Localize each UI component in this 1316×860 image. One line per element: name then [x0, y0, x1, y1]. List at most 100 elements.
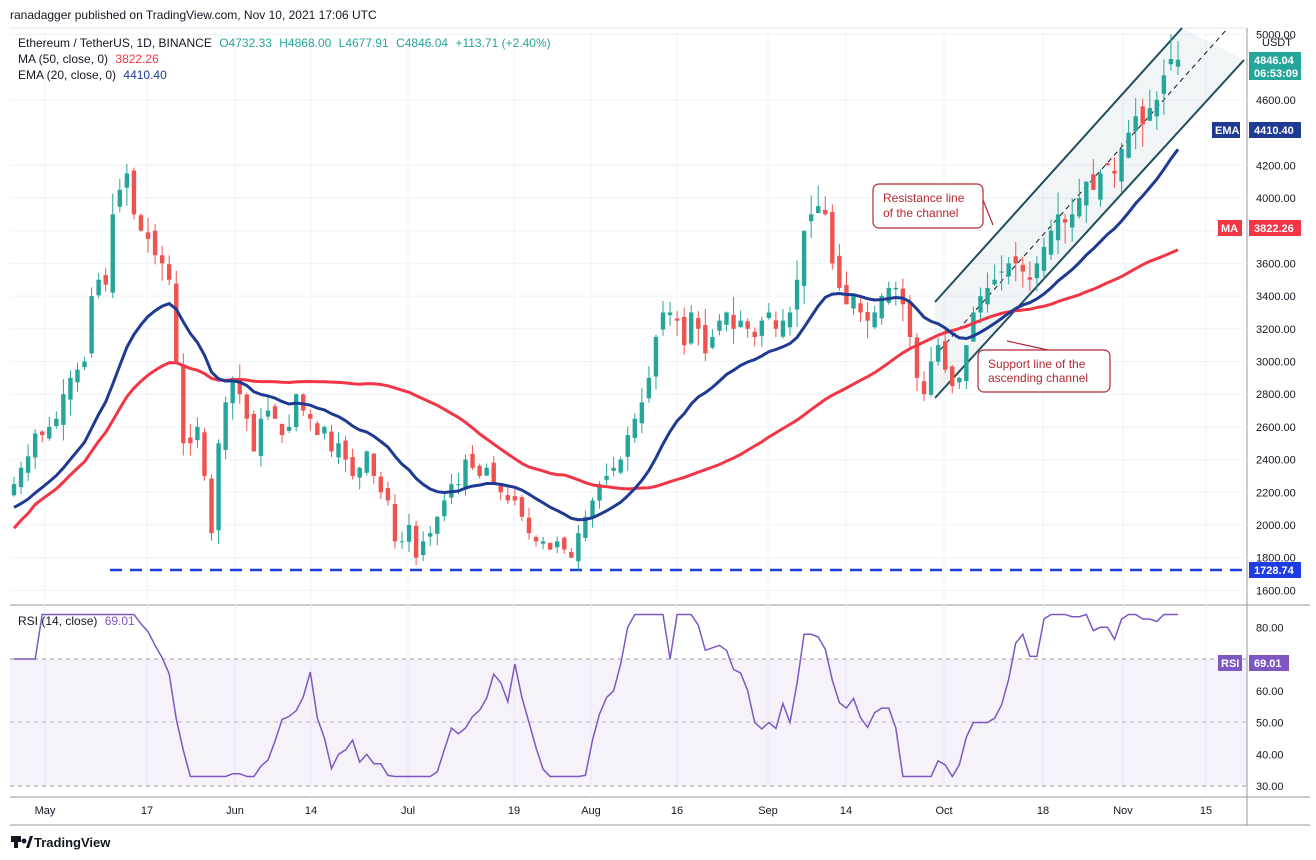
ema-tag-value: 4410.40 — [1254, 125, 1294, 137]
rsi-band — [10, 658, 1247, 787]
rsi-tick-label: 80.00 — [1256, 622, 1284, 634]
time-tick-label: Nov — [1113, 805, 1133, 817]
price-tick-label: 2800.00 — [1256, 389, 1296, 401]
rsi-legend-label: RSI (14, close) — [18, 614, 98, 628]
candle — [1013, 241, 1018, 282]
candle — [646, 366, 652, 403]
price-tick-label: 4600.00 — [1256, 95, 1296, 107]
ma-50-line — [12, 248, 1179, 530]
candle — [350, 448, 355, 480]
candle — [202, 428, 207, 481]
support-channel-line — [934, 59, 1245, 399]
candle — [1175, 40, 1181, 75]
candle — [1098, 169, 1103, 207]
candle — [618, 456, 623, 475]
ema-legend-label: EMA (20, close, 0) — [18, 68, 117, 82]
price-tick-label: 2400.00 — [1256, 455, 1296, 467]
candle — [167, 255, 172, 286]
candle — [886, 281, 891, 305]
price-tick-label: 3600.00 — [1256, 258, 1296, 270]
candle — [209, 474, 214, 541]
candle — [745, 318, 750, 338]
candle — [279, 423, 285, 443]
candle — [449, 474, 454, 505]
time-tick-label: 14 — [305, 805, 317, 817]
price-axis[interactable]: 5000.004600.004200.004000.003800.003600.… — [1256, 30, 1296, 598]
time-tick-label: Aug — [581, 805, 601, 817]
candle — [1154, 91, 1160, 130]
publish-info: ranadagger published on TradingView.com,… — [10, 8, 377, 22]
time-tick-label: 14 — [840, 805, 852, 817]
candle — [47, 416, 52, 441]
candle — [999, 255, 1004, 291]
ema-tag-label: EMA — [1215, 125, 1240, 137]
candle — [265, 397, 271, 421]
candle — [343, 435, 348, 473]
ohlc-change: +113.71 (+2.40%) — [455, 36, 551, 50]
candle — [674, 311, 680, 336]
candle — [82, 356, 87, 371]
candle — [964, 345, 969, 390]
candle — [159, 246, 165, 281]
candle — [428, 526, 433, 546]
time-tick-label: 18 — [1037, 805, 1049, 817]
candle — [921, 371, 927, 402]
candles — [11, 34, 1181, 571]
candle — [286, 414, 292, 434]
candle — [816, 185, 821, 214]
rsi-tag: RSI 69.01 — [1218, 655, 1289, 671]
candle — [477, 463, 482, 479]
candle — [11, 476, 17, 497]
candle — [1020, 257, 1025, 288]
resistance-label-line1: Resistance line — [883, 191, 965, 205]
price-tick-label: 2600.00 — [1256, 422, 1296, 434]
resistance-label-line2: of the channel — [883, 206, 958, 220]
candle — [872, 305, 877, 329]
candle — [329, 424, 334, 458]
candle — [808, 195, 814, 238]
candle — [604, 463, 609, 485]
ema-legend-value: 4410.40 — [123, 68, 167, 82]
candle — [308, 409, 313, 431]
symbol-legend[interactable]: Ethereum / TetherUS, 1D, BINANCE O4732.3… — [18, 36, 555, 50]
candle — [1062, 213, 1068, 244]
time-tick-label: 17 — [141, 805, 153, 817]
last-price-value: 4846.04 — [1254, 55, 1295, 67]
price-tick-label: 3000.00 — [1256, 357, 1296, 369]
candle — [1041, 237, 1047, 279]
candle — [435, 515, 440, 546]
rsi-legend[interactable]: RSI (14, close) 69.01 — [18, 614, 139, 628]
time-tick-label: 16 — [671, 805, 683, 817]
candle — [696, 311, 701, 346]
candle — [773, 311, 779, 338]
symbol-title: Ethereum / TetherUS, 1D, BINANCE — [18, 36, 212, 50]
candle — [1168, 34, 1174, 71]
candle — [611, 456, 616, 477]
price-tick-label: 5000.00 — [1256, 30, 1296, 42]
price-tick-label: 1800.00 — [1256, 553, 1296, 565]
candle — [1112, 157, 1117, 188]
ema-legend[interactable]: EMA (20, close, 0) 4410.40 — [18, 68, 171, 82]
candle — [244, 392, 249, 431]
candle — [413, 520, 419, 565]
ma-legend[interactable]: MA (50, close, 0) 3822.26 — [18, 52, 163, 66]
candle — [124, 163, 130, 206]
ohlc-open: O4732.33 — [219, 36, 272, 50]
candle — [75, 362, 80, 392]
candle — [830, 204, 835, 270]
support-tag-value: 1728.74 — [1254, 565, 1295, 577]
currency-label: USDT — [1262, 37, 1292, 49]
candle — [1105, 162, 1110, 166]
candle — [583, 510, 588, 542]
candle — [491, 456, 496, 485]
candle — [18, 461, 24, 494]
candle — [738, 310, 743, 328]
candle — [639, 387, 645, 434]
candle — [681, 307, 687, 355]
candle — [54, 411, 59, 429]
candle — [653, 334, 659, 390]
time-axis[interactable]: May 17 Jun 14 Jul 19 Aug 16 Sep 14 Oct 18 Nov 15 — [35, 805, 1213, 817]
rsi-tick-label: 60.00 — [1256, 686, 1284, 698]
